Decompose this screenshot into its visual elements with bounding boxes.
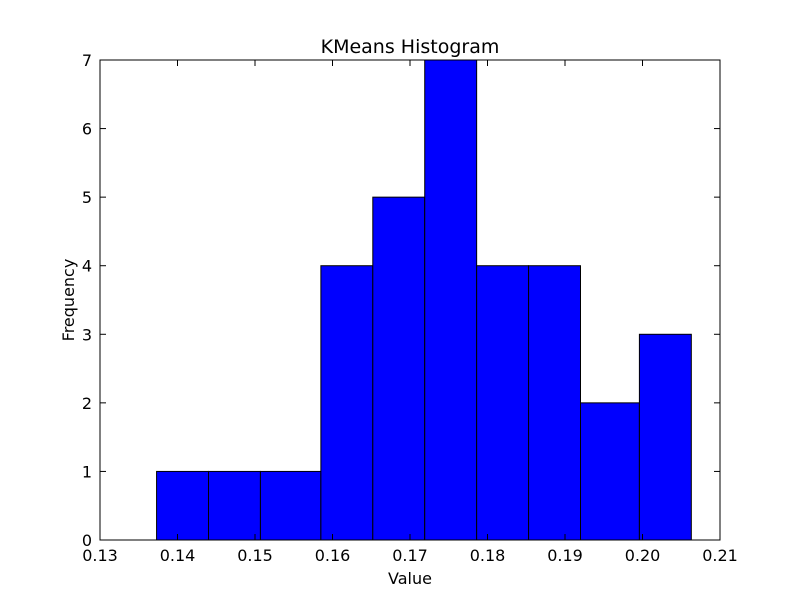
- y-tick-label: 5: [82, 188, 92, 207]
- histogram-bar-5: [372, 196, 426, 541]
- x-axis-label: Value: [388, 569, 432, 588]
- histogram-bar-6: [424, 59, 478, 541]
- chart-title: KMeans Histogram: [321, 36, 500, 58]
- histogram-bar-7: [476, 265, 530, 541]
- x-tick-label: 0.21: [702, 546, 738, 565]
- histogram-bar-10: [638, 333, 692, 541]
- histogram-bar-2: [208, 470, 261, 541]
- x-tick-label: 0.15: [237, 546, 273, 565]
- plot-frame: [99, 59, 721, 541]
- y-tick-label: 3: [82, 325, 92, 344]
- x-tick-label: 0.13: [82, 546, 118, 565]
- x-tick-label: 0.17: [392, 546, 428, 565]
- histogram-bar-8: [528, 265, 582, 541]
- x-tick-label: 0.16: [315, 546, 351, 565]
- y-tick-label: 2: [82, 394, 92, 413]
- x-tick-label: 0.20: [625, 546, 661, 565]
- y-tick-label: 1: [82, 462, 92, 481]
- x-tick-label: 0.14: [160, 546, 196, 565]
- y-tick-label: 7: [82, 51, 92, 70]
- histogram-bar-9: [580, 402, 640, 541]
- y-axis-label: Frequency: [59, 259, 78, 342]
- y-tick-label: 4: [82, 257, 92, 276]
- histogram-bar-1: [156, 470, 209, 541]
- y-tick-label: 6: [82, 120, 92, 139]
- bars-group: [156, 59, 692, 541]
- histogram-bar-4: [320, 265, 374, 541]
- histogram-bar-3: [259, 470, 322, 541]
- y-tick-label: 0: [82, 531, 92, 550]
- ticks-group: 0.13 0.14 0.15 0.16 0.17 0.18 0.19 0.20 0.21 0 1 2 3…: [82, 51, 738, 565]
- x-tick-label: 0.18: [470, 546, 506, 565]
- x-tick-label: 0.19: [547, 546, 583, 565]
